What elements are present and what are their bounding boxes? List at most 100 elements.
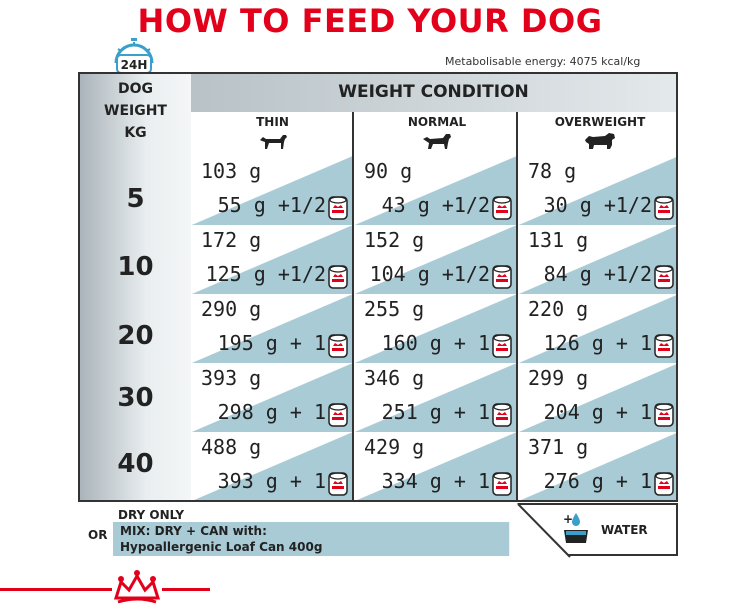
- cell-band: [191, 156, 352, 225]
- feeding-cell: 78 g 30 g +1/2: [518, 156, 676, 225]
- weight-condition-label: WEIGHT CONDITION: [338, 82, 529, 102]
- can-icon: [654, 471, 674, 500]
- column-label: OVERWEIGHT: [554, 115, 646, 129]
- line-gap: [210, 585, 740, 593]
- column-label: NORMAL: [407, 115, 467, 129]
- svg-text:+: +: [563, 513, 573, 526]
- mix-label: MIX: DRY + CAN with:: [120, 524, 267, 538]
- column-divider: [352, 112, 354, 500]
- can-icon: [328, 195, 348, 225]
- feeding-cell: 290 g 195 g + 1: [191, 294, 352, 363]
- overweight-dog-icon: [585, 133, 615, 149]
- dry-only-label: DRY ONLY: [118, 508, 185, 522]
- feeding-cell: 172 g 125 g +1/2: [191, 225, 352, 294]
- feeding-cell: 255 g 160 g + 1: [354, 294, 516, 363]
- cell-band: [518, 432, 676, 500]
- mix-amount: 43 g +1/2: [381, 193, 490, 217]
- feeding-cell: 488 g 393 g + 1: [191, 432, 352, 500]
- cell-band: [518, 225, 676, 294]
- feeding-cell: 90 g 43 g +1/2: [354, 156, 516, 225]
- weight-header: DOG WEIGHT KG: [104, 81, 167, 141]
- cell-band: [354, 156, 516, 225]
- feeding-cell: 131 g 84 g +1/2: [518, 225, 676, 294]
- cell-band: [191, 363, 352, 432]
- energy-note: Metabolisable energy: 4075 kcal/kg: [445, 55, 641, 68]
- dry-amount: 299 g: [528, 366, 589, 390]
- dry-amount: 90 g: [364, 159, 413, 183]
- feeding-table: DOG WEIGHT KG 5 10 20 30 40 WEIGHT CONDI…: [78, 72, 678, 502]
- thin-dog-icon: [259, 135, 287, 149]
- dry-amount: 78 g: [528, 159, 577, 183]
- cell-band: [191, 294, 352, 363]
- weight-value: 20: [117, 321, 154, 351]
- feeding-cell: 346 g 251 g + 1: [354, 363, 516, 432]
- feeding-cell: 152 g 104 g +1/2: [354, 225, 516, 294]
- mix-amount: 84 g +1/2: [543, 262, 652, 286]
- cell-band: [191, 225, 352, 294]
- mix-amount: 298 g + 1: [217, 400, 326, 424]
- clock-label: 24H: [121, 58, 148, 72]
- cell-band: [518, 156, 676, 225]
- or-label: OR: [88, 528, 108, 542]
- dry-amount: 255 g: [364, 297, 425, 321]
- weight-value: 30: [117, 383, 154, 413]
- can-icon: [328, 471, 348, 500]
- can-icon: [328, 333, 348, 363]
- weight-column: DOG WEIGHT KG 5 10 20 30 40: [80, 74, 191, 500]
- can-icon: [654, 333, 674, 363]
- column-header-thin: THIN: [191, 112, 354, 156]
- can-icon: [492, 333, 512, 363]
- cell-band: [354, 432, 516, 500]
- feeding-cell: 220 g 126 g + 1: [518, 294, 676, 363]
- royal-canin-crown-icon: [112, 564, 162, 605]
- column-header-overweight: OVERWEIGHT: [520, 112, 676, 156]
- clock-24h-icon: 24H: [114, 38, 154, 74]
- page-title: HOW TO FEED YOUR DOG: [137, 2, 603, 40]
- feeding-cell: 299 g 204 g + 1: [518, 363, 676, 432]
- can-icon: [328, 264, 348, 294]
- column-header-normal: NORMAL: [356, 112, 518, 156]
- mix-amount: 393 g + 1: [217, 469, 326, 493]
- feeding-cell: 393 g 298 g + 1: [191, 363, 352, 432]
- cell-band: [354, 294, 516, 363]
- mix-amount: 55 g +1/2: [217, 193, 326, 217]
- cell-band: [518, 363, 676, 432]
- can-icon: [654, 402, 674, 432]
- dry-amount: 429 g: [364, 435, 425, 459]
- mix-band: [113, 522, 563, 556]
- cell-band: [354, 363, 516, 432]
- mix-amount: 334 g + 1: [381, 469, 490, 493]
- dry-amount: 346 g: [364, 366, 425, 390]
- mix-amount: 276 g + 1: [543, 469, 652, 493]
- mix-amount: 160 g + 1: [381, 331, 490, 355]
- dry-amount: 290 g: [201, 297, 262, 321]
- dry-amount: 371 g: [528, 435, 589, 459]
- can-icon: [654, 195, 674, 225]
- cell-band: [518, 294, 676, 363]
- mix-amount: 204 g + 1: [543, 400, 652, 424]
- can-icon: [492, 471, 512, 500]
- can-icon: [492, 264, 512, 294]
- cell-band: [354, 225, 516, 294]
- dry-amount: 172 g: [201, 228, 262, 252]
- weight-value: 5: [126, 184, 145, 214]
- water-label: WATER: [601, 523, 648, 537]
- feeding-cell: 103 g 55 g +1/2: [191, 156, 352, 225]
- weight-value: 40: [117, 449, 154, 479]
- can-icon: [492, 195, 512, 225]
- column-label: THIN: [256, 115, 289, 129]
- dry-amount: 220 g: [528, 297, 589, 321]
- feeding-cell: 429 g 334 g + 1: [354, 432, 516, 500]
- mix-product-label: Hypoallergenic Loaf Can 400g: [120, 540, 323, 554]
- dry-amount: 103 g: [201, 159, 262, 183]
- mix-amount: 195 g + 1: [217, 331, 326, 355]
- mix-amount: 125 g +1/2: [205, 262, 326, 286]
- can-icon: [654, 264, 674, 294]
- water-bowl-icon: +: [563, 513, 588, 543]
- mix-amount: 251 g + 1: [381, 400, 490, 424]
- mix-amount: 30 g +1/2: [543, 193, 652, 217]
- can-icon: [328, 402, 348, 432]
- mix-amount: 104 g +1/2: [369, 262, 490, 286]
- can-icon: [492, 402, 512, 432]
- dry-amount: 488 g: [201, 435, 262, 459]
